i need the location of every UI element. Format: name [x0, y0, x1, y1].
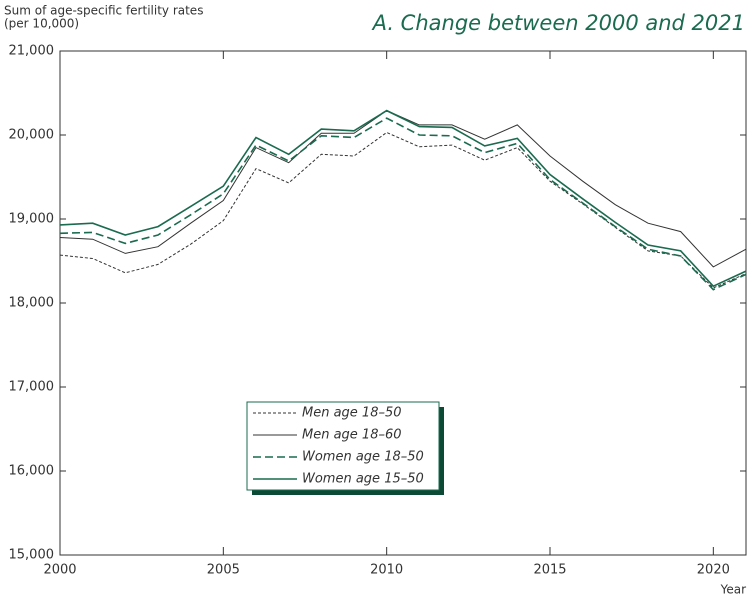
x-tick-label: 2010 — [370, 563, 403, 578]
y-axis-label: Sum of age-specific fertility rates — [4, 4, 203, 18]
y-tick-label: 21,000 — [9, 44, 55, 59]
x-axis-label: Year — [720, 583, 746, 597]
y-tick-label: 19,000 — [9, 212, 55, 227]
series-line — [59, 110, 747, 268]
y-tick-label: 16,000 — [9, 464, 55, 479]
series-line — [59, 117, 747, 291]
x-tick-label: 2005 — [207, 563, 240, 578]
y-tick-label: 20,000 — [9, 128, 55, 143]
series-line — [59, 109, 747, 288]
legend-label: Men age 18–50 — [302, 406, 402, 421]
y-axis-label: (per 10,000) — [4, 17, 79, 31]
legend-box — [246, 401, 440, 491]
x-tick-label: 2015 — [533, 563, 566, 578]
legend-label: Men age 18–60 — [302, 428, 402, 443]
x-tick-label: 2020 — [697, 563, 730, 578]
legend-label: Women age 18–50 — [302, 450, 424, 465]
legend-label: Women age 15–50 — [302, 472, 424, 487]
y-tick-label: 17,000 — [9, 380, 55, 395]
y-tick-label: 15,000 — [9, 548, 55, 563]
chart-title: A. Change between 2000 and 2021 — [371, 11, 745, 35]
y-tick-label: 18,000 — [9, 296, 55, 311]
x-tick-label: 2000 — [43, 563, 76, 578]
series-line — [59, 131, 747, 289]
